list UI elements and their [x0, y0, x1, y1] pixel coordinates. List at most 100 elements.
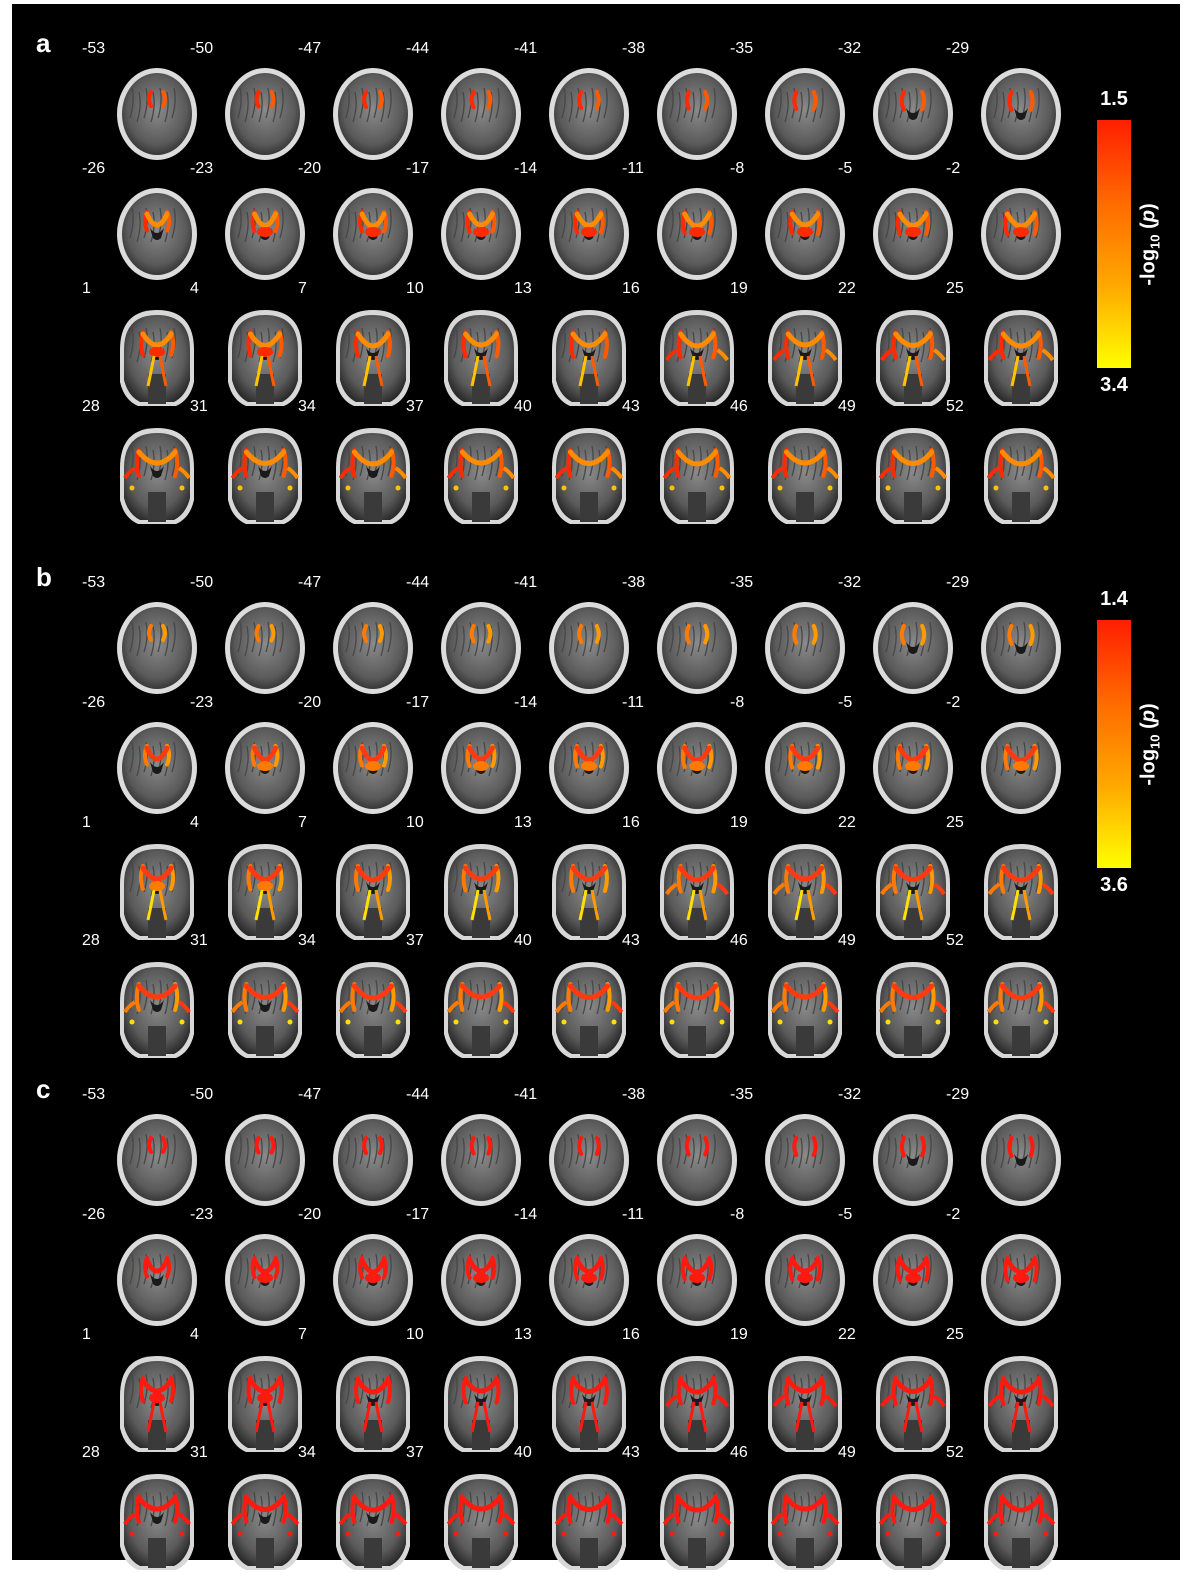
brain-slice-image: [765, 1234, 845, 1326]
slice-coordinate-label: 13: [514, 1326, 532, 1343]
slice-coordinate-label: -26: [82, 694, 106, 711]
colorbar: 1.5 3.4: [1094, 88, 1134, 400]
slice-coordinate-label: -23: [190, 1206, 214, 1223]
slice-coordinate-label: -5: [838, 1206, 853, 1223]
brain-slice: [650, 598, 744, 702]
brain-slice-image: [120, 1474, 194, 1570]
colorbar: 1.4 3.6: [1094, 588, 1134, 900]
brain-slice: [218, 956, 312, 1060]
brain-slice: [326, 598, 420, 702]
brain-slice: [110, 1230, 204, 1334]
brain-slice-image: [120, 310, 194, 406]
brain-slice-image: [225, 722, 305, 814]
slice-coordinate-label: -23: [190, 694, 214, 711]
brain-slice-image: [873, 602, 953, 694]
slice-coordinate-label: 31: [190, 398, 208, 415]
colorbar-label-part: ): [1137, 202, 1160, 210]
colorbar-label-part: 10: [1147, 233, 1163, 249]
slice-coordinate-label: 43: [622, 398, 640, 415]
brain-slice: [542, 1350, 636, 1454]
colorbar-label-part: p: [1137, 709, 1160, 722]
slice-coordinate-label: -38: [622, 1086, 646, 1103]
brain-slice: [758, 1468, 852, 1572]
slice-coordinate-label: 22: [838, 1326, 856, 1343]
slice-coordinate-label: 13: [514, 280, 532, 297]
brain-slice-image: [768, 844, 842, 940]
slice-coordinate-label: -53: [82, 574, 106, 591]
brain-slice: [542, 956, 636, 1060]
slice-coordinate-label: -38: [622, 574, 646, 591]
slice-coordinate-label: -2: [946, 160, 961, 177]
slice-coordinate-label: 40: [514, 932, 532, 949]
brain-slice: [326, 1468, 420, 1572]
brain-slice-image: [873, 68, 953, 160]
slice-coordinate-label: -5: [838, 160, 853, 177]
brain-slice-image: [549, 722, 629, 814]
brain-slice-image: [552, 1356, 626, 1452]
slice-coordinate-label: 28: [82, 398, 100, 415]
slice-coordinate-label: -35: [730, 574, 754, 591]
brain-slice: [326, 1110, 420, 1214]
brain-slice-image: [552, 428, 626, 524]
slice-coordinate-label: -47: [298, 40, 322, 57]
brain-slice: [974, 304, 1068, 408]
brain-slice-image: [552, 1474, 626, 1570]
slice-coordinate-label: -17: [406, 1206, 430, 1223]
brain-slice: [110, 422, 204, 526]
colorbar-bottom-value: 3.6: [1100, 874, 1128, 896]
slice-coordinate-label: 4: [190, 1326, 199, 1343]
slice-coordinate-label: 34: [298, 398, 316, 415]
brain-slice-image: [336, 310, 410, 406]
slice-coordinate-label: -8: [730, 694, 745, 711]
brain-slice-image: [225, 1114, 305, 1206]
brain-slice-image: [657, 722, 737, 814]
brain-slice-image: [660, 844, 734, 940]
slice-coordinate-label: 16: [622, 1326, 640, 1343]
slice-coordinate-label: 49: [838, 1444, 856, 1461]
brain-slice-image: [228, 844, 302, 940]
colorbar-gradient: [1097, 620, 1131, 868]
slice-coordinate-label: 25: [946, 1326, 964, 1343]
brain-slice-image: [873, 188, 953, 280]
brain-slice: [218, 598, 312, 702]
brain-slice-image: [765, 722, 845, 814]
brain-slice: [866, 1468, 960, 1572]
slice-coordinate-label: -32: [838, 574, 862, 591]
brain-slice: [650, 1350, 744, 1454]
brain-slice: [218, 304, 312, 408]
slice-coordinate-label: -17: [406, 694, 430, 711]
brain-slice: [110, 838, 204, 942]
slice-coordinate-label: -8: [730, 160, 745, 177]
brain-slice-image: [225, 188, 305, 280]
slice-coordinate-label: -11: [622, 1206, 644, 1223]
brain-slice: [542, 838, 636, 942]
brain-slice: [542, 304, 636, 408]
brain-slice-image: [768, 428, 842, 524]
colorbar-label-part: ): [1137, 702, 1160, 710]
slice-coordinate-label: -23: [190, 160, 214, 177]
brain-slice-image: [117, 602, 197, 694]
brain-slice: [650, 1110, 744, 1214]
slice-coordinate-label: 52: [946, 932, 964, 949]
brain-slice-image: [336, 962, 410, 1058]
brain-slice-image: [768, 310, 842, 406]
brain-slice-image: [441, 1234, 521, 1326]
brain-slice: [434, 64, 528, 168]
brain-slice-image: [552, 310, 626, 406]
slice-coordinate-label: 31: [190, 932, 208, 949]
brain-slice-image: [225, 602, 305, 694]
brain-slice-image: [117, 68, 197, 160]
brain-slice: [758, 1110, 852, 1214]
slice-coordinate-label: -47: [298, 574, 322, 591]
brain-slice-image: [444, 1474, 518, 1570]
brain-slice: [758, 1230, 852, 1334]
colorbar-label-part: -log: [1137, 748, 1160, 786]
brain-slice: [974, 1230, 1068, 1334]
slice-coordinate-label: -29: [946, 40, 970, 57]
slice-coordinate-label: -44: [406, 40, 430, 57]
brain-slice-image: [984, 310, 1058, 406]
brain-slice: [974, 1350, 1068, 1454]
brain-slice-image: [657, 1114, 737, 1206]
brain-slice: [974, 184, 1068, 288]
brain-slice: [974, 598, 1068, 702]
